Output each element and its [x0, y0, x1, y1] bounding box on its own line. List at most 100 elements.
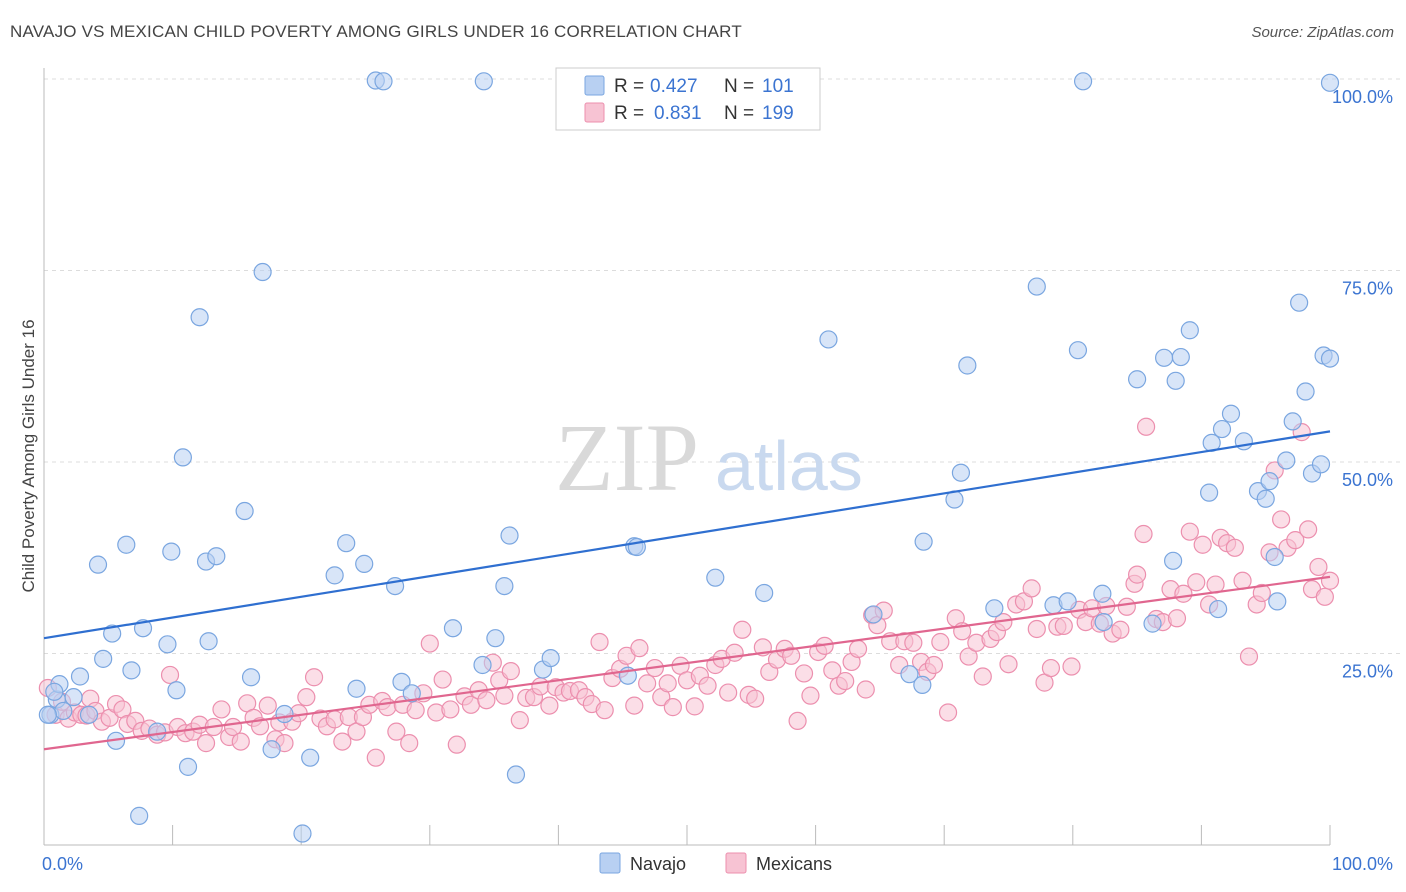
mexicans-point	[733, 620, 752, 639]
watermark: ZIP atlas	[555, 404, 863, 511]
navajo-point	[541, 648, 560, 668]
navajo-point	[1296, 382, 1315, 401]
navajo-point	[495, 576, 514, 596]
x-tick-label: 0.0%	[42, 854, 83, 874]
navajo-point	[1143, 614, 1162, 633]
stats-legend-navajo-n-label: N =	[724, 76, 759, 97]
navajo-point	[1058, 592, 1077, 611]
mexicans-point	[638, 674, 657, 693]
navajo-point	[190, 308, 209, 327]
navajo-point	[473, 655, 492, 675]
mexicans-point	[590, 632, 609, 652]
navajo-point	[864, 605, 883, 624]
mexicans-point	[1315, 587, 1334, 606]
navajo-point	[900, 665, 919, 684]
mexicans-point	[794, 664, 814, 683]
mexicans-trend-line	[43, 575, 1331, 751]
watermark-atlas: atlas	[715, 427, 863, 505]
navajo-point	[253, 262, 272, 282]
navajo-point	[1221, 404, 1241, 423]
mexicans-point	[1137, 417, 1156, 436]
mexicans-point	[1041, 658, 1061, 678]
series-navajo-points	[38, 71, 1340, 843]
mexicans-point	[400, 734, 419, 753]
y-tick-label: 25.0%	[1342, 662, 1393, 682]
stats-legend-mexicans-r-label: R =	[614, 103, 649, 124]
grid	[44, 78, 1400, 654]
mexicans-point	[1286, 531, 1305, 550]
mexicans-point	[1062, 657, 1081, 676]
stats-legend: R = 0.427 N = 101 R = 0.831 N = 199	[555, 67, 821, 131]
navajo-point	[1260, 472, 1279, 491]
navajo-point	[337, 534, 356, 553]
chart-title: NAVAJO VS MEXICAN CHILD POVERTY AMONG GI…	[10, 22, 742, 41]
mexicans-point	[406, 701, 425, 720]
navajo-point	[755, 583, 774, 603]
navajo-point	[374, 72, 393, 91]
mexicans-point	[924, 655, 944, 675]
navajo-point	[178, 757, 198, 776]
mexicans-point	[304, 668, 324, 687]
y-axis-label: Child Poverty Among Girls Under 16	[19, 319, 38, 592]
stats-legend-navajo-r-label: R =	[614, 76, 649, 97]
stats-legend-navajo-r-value: 0.427	[650, 76, 698, 97]
mexicans-point	[1111, 620, 1130, 639]
mexicans-point	[420, 634, 439, 653]
mexicans-point	[297, 688, 316, 707]
mexicans-point	[725, 643, 744, 662]
stats-legend-navajo-n-value: 101	[762, 76, 794, 97]
mexicans-point	[387, 722, 406, 741]
x-tick-label: 100.0%	[1332, 854, 1393, 874]
navajo-point	[506, 765, 526, 784]
navajo-point	[241, 668, 261, 687]
navajo-point	[958, 356, 977, 375]
mexicans-point	[447, 735, 466, 754]
mexicans-point	[1299, 520, 1318, 539]
mexicans-point	[801, 686, 820, 705]
navajo-point	[117, 535, 136, 554]
mexicans-point	[904, 633, 923, 652]
mexicans-point	[1272, 510, 1291, 529]
navajo-point	[130, 806, 149, 825]
mexicans-point	[501, 662, 520, 681]
navajo-point	[158, 635, 177, 654]
navajo-point	[1027, 277, 1046, 296]
navajo-point	[486, 629, 505, 648]
mexicans-point	[719, 683, 738, 702]
mexicans-point	[1127, 565, 1147, 584]
navajo-point	[1073, 72, 1093, 91]
mexicans-point	[663, 698, 682, 717]
navajo-point	[1200, 483, 1219, 502]
navajo-point	[325, 566, 344, 585]
navajo-point	[122, 661, 141, 680]
navajo-point	[402, 684, 421, 703]
navajo-point	[207, 547, 226, 566]
mexicans-point	[441, 700, 460, 719]
navajo-point	[1155, 348, 1174, 367]
legend-navajo-label: Navajo	[630, 854, 686, 874]
mexicans-point	[477, 691, 496, 710]
mexicans-point	[333, 732, 352, 751]
mexicans-point	[231, 732, 250, 751]
navajo-point	[70, 667, 90, 686]
navajo-point	[1212, 419, 1232, 439]
watermark-zip: ZIP	[555, 404, 699, 511]
navajo-point	[199, 632, 218, 651]
navajo-point	[1283, 412, 1302, 431]
y-tick-label: 50.0%	[1342, 470, 1393, 490]
stats-legend-navajo-swatch	[584, 75, 605, 96]
mexicans-point	[531, 677, 550, 696]
stats-legend-mexicans-r-value: 0.831	[654, 103, 702, 124]
mexicans-point	[1134, 524, 1153, 544]
navajo-point	[951, 463, 971, 482]
mexicans-point	[433, 670, 452, 689]
mexicans-point	[1180, 522, 1199, 541]
y-tick-label: 100.0%	[1332, 87, 1393, 107]
chart-source: Source: ZipAtlas.com	[1251, 24, 1394, 41]
navajo-trend-line	[43, 430, 1331, 640]
navajo-point	[706, 568, 725, 587]
navajo-point	[301, 748, 320, 767]
mexicans-point	[836, 671, 855, 691]
mexicans-point	[196, 734, 216, 753]
stats-legend-mexicans-n-label: N =	[724, 103, 759, 124]
